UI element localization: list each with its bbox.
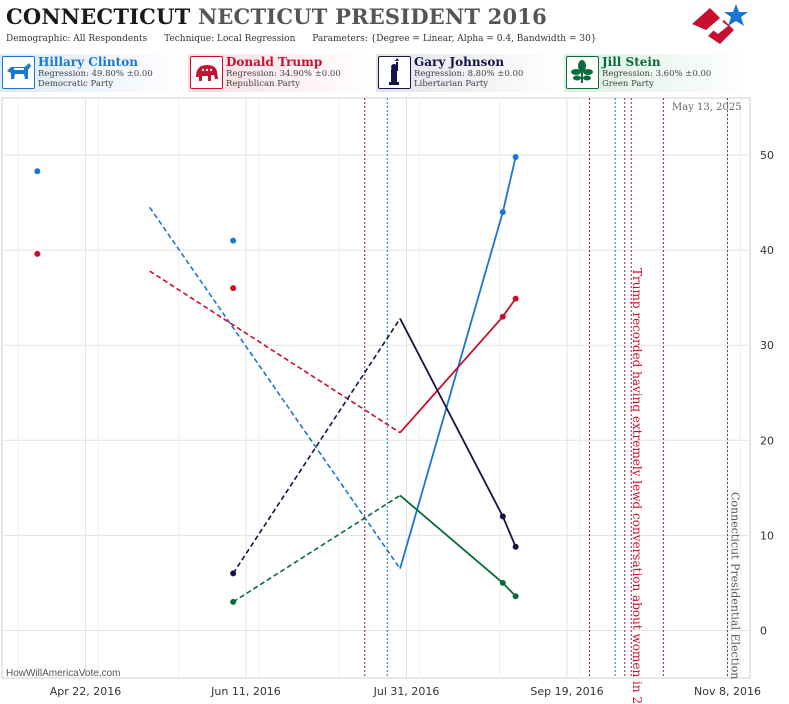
candidate-regression: Regression: 8.80% ±0.00 [414,69,524,79]
statue-of-liberty-icon [378,56,411,89]
legend-item-trump: Donald Trump Regression: 34.90% ±0.00 Re… [188,54,374,92]
candidate-regression: Regression: 49.80% ±0.00 [38,69,153,79]
y-tick-label: 40 [760,244,774,257]
x-tick-label: Sep 19, 2016 [530,685,603,698]
legend-item-johnson: Gary Johnson Regression: 8.80% ±0.00 Lib… [376,54,562,92]
technique-label: Technique: Local Regression [164,34,296,44]
y-tick-label: 20 [760,434,774,447]
data-point [499,579,506,586]
event-lines: Trump recorded having extremely lewd con… [364,98,742,704]
data-point [34,250,41,257]
axes-layer: 0 10 20 30 40 50 Apr 22, 2016 Jun 11, 2016 Jul 3… [50,149,774,698]
series-trend-dashed [149,270,401,434]
parameters-label: Parameters: {Degree = Linear, Alpha = 0.… [312,34,597,44]
series-trend-dashed [232,494,401,603]
polling-chart: Trump recorded having extremely lewd con… [1,97,774,704]
y-tick-label: 0 [760,624,767,637]
candidate-party: Libertarian Party [414,79,489,89]
plot-frame [1,97,751,679]
candidate-party: Republican Party [226,79,300,89]
site-watermark: HowWillAmericaVote.com [6,668,121,679]
leaf-icon [566,56,599,89]
data-point [230,285,237,292]
data-point [512,295,519,302]
data-point [512,593,519,600]
chart-header: CONNECTICUT NECTICUT PRESIDENT 2016 Demo… [0,0,789,50]
candidate-party: Green Party [602,79,654,89]
data-point [230,237,237,244]
x-tick-label: Jul 31, 2016 [373,685,440,698]
x-tick-label: Jun 11, 2016 [210,685,281,698]
data-point [512,153,519,160]
data-point [499,313,506,320]
data-point [499,209,506,216]
donkey-icon [2,56,35,89]
candidate-name: Gary Johnson [414,55,505,69]
title-state: CONNECTICUT [6,4,191,29]
candidate-legend: Hillary Clinton Regression: 49.80% ±0.00… [0,54,789,92]
data-point [230,570,237,577]
candidate-name: Donald Trump [226,55,323,69]
current-date-label: May 13, 2025 [672,102,742,113]
legend-item-stein: Jill Stein Regression: 3.60% ±0.00 Green… [564,54,750,92]
event-annotation: Trump recorded having extremely lewd con… [630,268,644,704]
chart-grid [1,97,751,679]
parameters-line: Demographic: All Respondents Technique: … [6,34,611,44]
series-layer [34,153,519,605]
page-title: CONNECTICUT NECTICUT PRESIDENT 2016 [6,4,547,29]
elephant-icon [190,56,223,89]
candidate-name: Hillary Clinton [38,55,138,69]
candidate-regression: Regression: 34.90% ±0.00 [226,69,341,79]
y-tick-label: 10 [760,529,774,542]
title-rest: NECTICUT PRESIDENT 2016 [197,4,547,29]
candidate-regression: Regression: 3.60% ±0.00 [602,69,712,79]
series-trend-dashed [149,206,401,570]
legend-item-clinton: Hillary Clinton Regression: 49.80% ±0.00… [0,54,186,92]
candidate-party: Democratic Party [38,79,114,89]
demographic-label: Demographic: All Respondents [6,34,148,44]
data-point [34,168,41,175]
star-logo-icon [692,4,748,44]
data-point [499,513,506,520]
data-point [230,598,237,605]
event-annotation: Connecticut Presidential Election [729,492,742,679]
y-tick-label: 30 [760,339,774,352]
candidate-name: Jill Stein [602,55,661,69]
x-tick-label: Nov 8, 2016 [694,685,761,698]
y-tick-label: 50 [760,149,774,162]
data-point [512,543,519,550]
series-trend-dashed [232,318,401,574]
x-tick-label: Apr 22, 2016 [50,685,122,698]
